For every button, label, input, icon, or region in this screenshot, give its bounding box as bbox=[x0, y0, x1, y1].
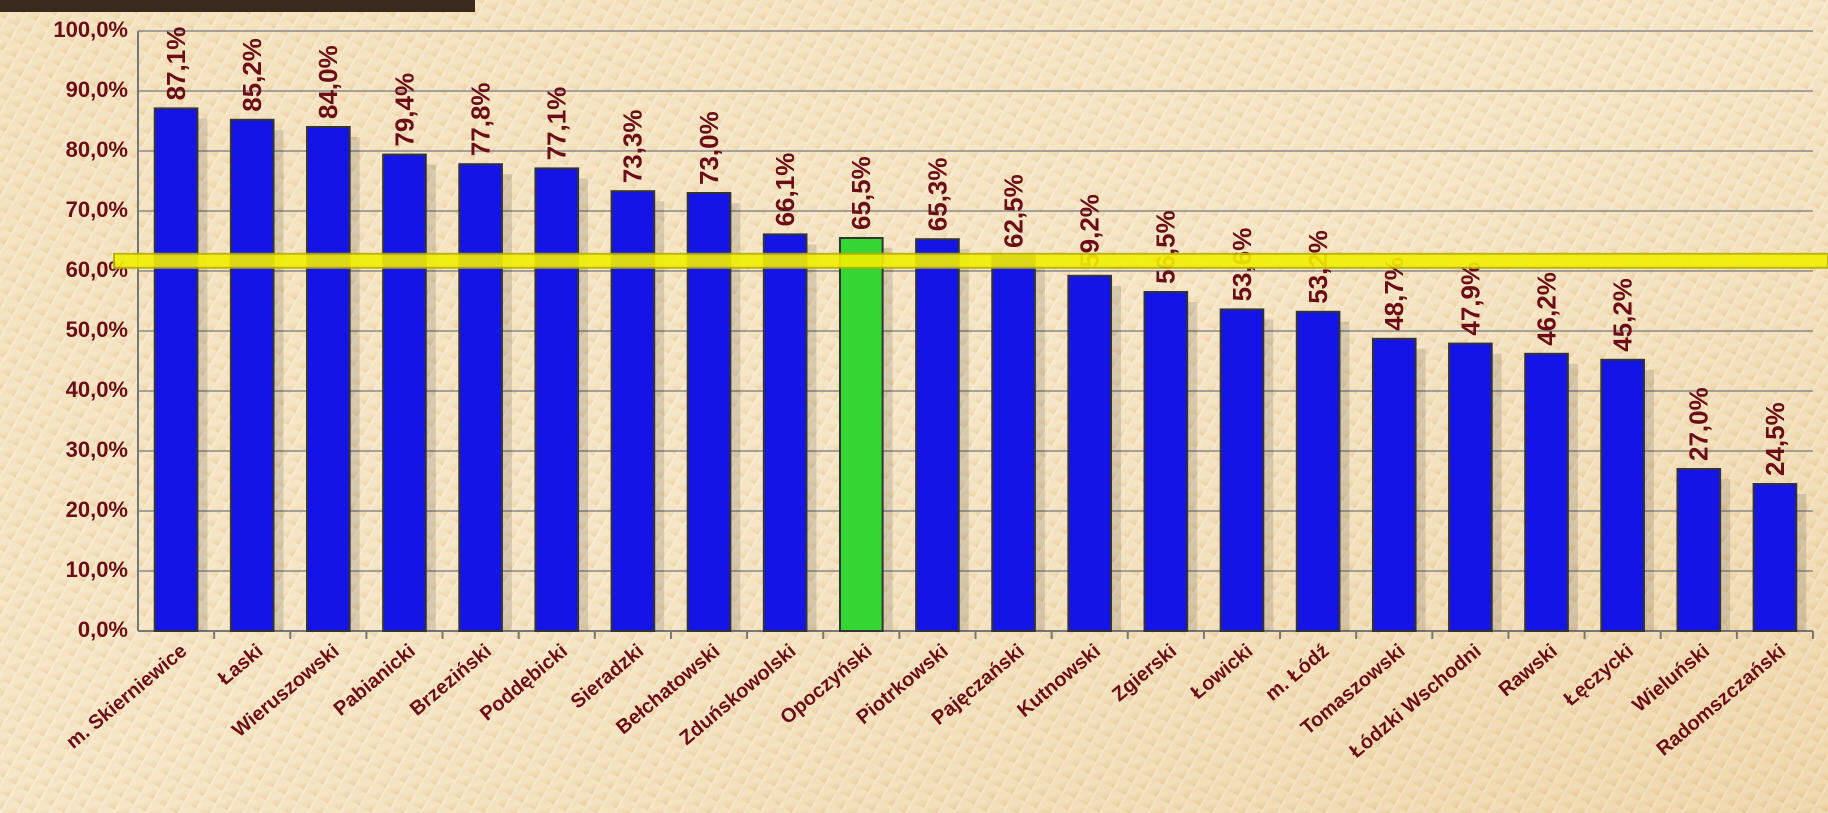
y-tick-label: 70,0% bbox=[66, 197, 128, 222]
value-label: 77,1% bbox=[542, 87, 572, 161]
value-label: 73,0% bbox=[694, 111, 724, 185]
bar bbox=[991, 255, 1036, 632]
y-tick-label: 10,0% bbox=[66, 557, 128, 582]
y-tick-label: 90,0% bbox=[66, 77, 128, 102]
value-label: 79,4% bbox=[389, 73, 419, 147]
reference-line bbox=[113, 252, 1828, 269]
bar bbox=[1067, 274, 1113, 632]
bar bbox=[306, 126, 351, 632]
y-tick-label: 20,0% bbox=[66, 497, 128, 522]
bar bbox=[229, 118, 275, 633]
bar bbox=[1752, 483, 1798, 632]
bar bbox=[153, 107, 199, 632]
bar bbox=[382, 153, 427, 632]
value-label: 65,5% bbox=[846, 156, 876, 230]
value-label: 84,0% bbox=[313, 45, 343, 119]
y-tick-label: 50,0% bbox=[66, 317, 128, 342]
y-tick-label: 30,0% bbox=[66, 437, 128, 462]
value-label: 27,0% bbox=[1684, 387, 1714, 461]
y-tick-label: 40,0% bbox=[66, 377, 128, 402]
value-label: 65,3% bbox=[922, 157, 952, 231]
top-banner bbox=[0, 0, 475, 12]
bar bbox=[838, 237, 884, 632]
value-label: 48,7% bbox=[1379, 257, 1409, 331]
bar bbox=[762, 233, 808, 632]
bar bbox=[1524, 352, 1569, 632]
value-label: 46,2% bbox=[1531, 272, 1561, 346]
value-label: 56,5% bbox=[1151, 210, 1181, 284]
bar bbox=[1448, 342, 1493, 632]
bar bbox=[915, 238, 960, 632]
bar bbox=[458, 163, 503, 632]
bar bbox=[1600, 358, 1645, 632]
value-label: 87,1% bbox=[161, 27, 191, 101]
value-label: 45,2% bbox=[1608, 278, 1638, 352]
value-label: 66,1% bbox=[770, 153, 800, 227]
bar bbox=[1143, 291, 1189, 632]
y-tick-label: 80,0% bbox=[66, 137, 128, 162]
value-label: 47,9% bbox=[1455, 262, 1485, 336]
bar bbox=[1371, 337, 1417, 632]
bar bbox=[1676, 468, 1722, 632]
value-label: 77,8% bbox=[465, 82, 495, 156]
bar bbox=[534, 167, 580, 632]
bar bbox=[1219, 308, 1265, 632]
value-label: 73,3% bbox=[618, 109, 648, 183]
y-tick-label: 0,0% bbox=[78, 617, 128, 642]
value-label: 24,5% bbox=[1760, 402, 1790, 476]
value-label: 62,5% bbox=[998, 174, 1028, 248]
bar bbox=[1295, 310, 1341, 632]
value-label: 85,2% bbox=[237, 38, 267, 112]
y-tick-label: 100,0% bbox=[53, 17, 128, 42]
